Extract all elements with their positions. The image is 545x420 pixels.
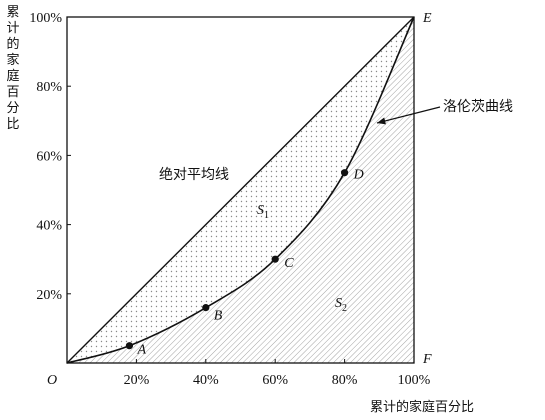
y-axis-label-char: 累 — [6, 5, 19, 20]
y-tick-label: 40% — [36, 219, 62, 234]
plot-frame — [66, 16, 415, 364]
corner-label-origin: O — [47, 373, 57, 388]
lorenz-label-arrow — [376, 106, 441, 125]
y-axis-label-char: 百 — [6, 85, 19, 100]
point-a — [125, 342, 134, 350]
region-label-s1: S1 — [257, 203, 269, 221]
region-label-s2: S2 — [335, 296, 347, 314]
y-tick-label: 20% — [36, 288, 62, 303]
point-c — [271, 255, 279, 263]
y-axis-ticks: 20% 40% 60% 80% 100% — [29, 11, 71, 303]
y-axis-label-char: 计 — [6, 21, 19, 36]
lorenz-curve-label: 洛伦茨曲线 — [443, 99, 513, 115]
point-label-b: B — [214, 309, 223, 324]
curve-points: A B C D — [125, 168, 364, 358]
equality-line — [66, 16, 415, 364]
x-tick-label: 100% — [398, 373, 431, 388]
y-axis-label-char: 庭 — [6, 68, 19, 84]
y-axis-label-char: 家 — [6, 52, 19, 68]
y-tick-label: 100% — [29, 11, 62, 26]
point-label-a: A — [136, 343, 146, 358]
point-b — [202, 304, 210, 312]
region-s2-hatched — [67, 17, 414, 363]
corner-label-f: F — [422, 352, 432, 367]
y-axis-label-char: 的 — [6, 36, 19, 52]
x-tick-label: 60% — [262, 373, 288, 388]
y-axis-label-char: 分 — [6, 101, 19, 116]
y-tick-label: 80% — [36, 80, 62, 95]
x-axis-ticks: 20% 40% 60% 80% 100% — [124, 359, 431, 388]
y-tick-label: 60% — [36, 149, 62, 164]
x-tick-label: 20% — [124, 373, 150, 388]
x-axis-label: 累计的家庭百分比 — [370, 399, 474, 415]
x-tick-label: 80% — [332, 373, 358, 388]
corner-label-e: E — [422, 11, 432, 26]
x-tick-label: 40% — [193, 373, 219, 388]
point-label-d: D — [353, 168, 364, 183]
equality-line-label: 绝对平均线 — [159, 167, 229, 183]
y-axis-label-char: 比 — [6, 117, 19, 132]
point-d — [341, 169, 349, 177]
point-label-c: C — [284, 256, 294, 271]
y-axis-label: 累计的家庭百分比 — [6, 5, 19, 132]
